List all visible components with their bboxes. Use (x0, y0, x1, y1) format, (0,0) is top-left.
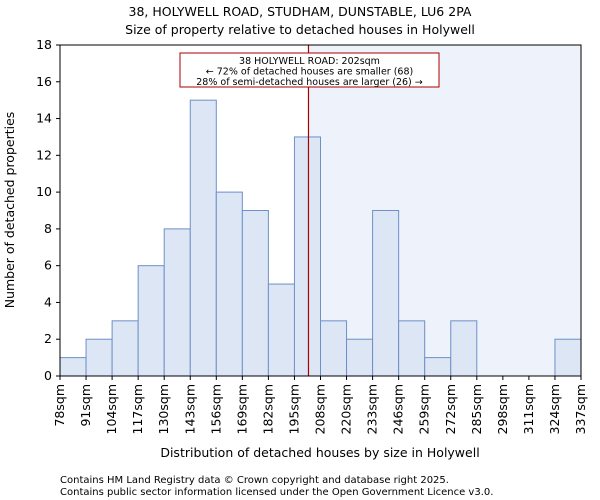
chart-subtitle: Size of property relative to detached ho… (125, 22, 475, 37)
x-tick-label: 246sqm (391, 384, 406, 434)
x-tick-label: 220sqm (339, 384, 354, 434)
histogram-bar (554, 338, 582, 377)
x-tick-label: 104sqm (104, 384, 119, 434)
histogram-bar (398, 320, 426, 377)
histogram-bar (189, 99, 217, 377)
x-tick-label: 91sqm (78, 384, 93, 427)
x-tick-label: 143sqm (182, 384, 197, 434)
histogram-bar (111, 320, 139, 377)
y-axis-label: Number of detached properties (2, 112, 17, 309)
histogram-bar (424, 357, 452, 377)
histogram-bar (320, 320, 348, 377)
y-tick-label: 8 (44, 221, 52, 236)
x-tick-label: 156sqm (208, 384, 223, 434)
x-tick-label: 233sqm (365, 384, 380, 434)
x-tick-label: 285sqm (469, 384, 484, 434)
x-tick-label: 311sqm (521, 384, 536, 434)
annotation-line: ← 72% of detached houses are smaller (68… (206, 67, 413, 78)
plot-area: 0 2 4 6 8 10 12 14 16 18 78sqm 91sqm 104sqm 117sqm 130… (36, 37, 588, 434)
histogram-bar (59, 357, 87, 377)
x-tick-label: 117sqm (130, 384, 145, 434)
x-tick-label: 208sqm (313, 384, 328, 434)
histogram-bar (163, 228, 191, 377)
chart-title: 38, HOLYWELL ROAD, STUDHAM, DUNSTABLE, L… (129, 4, 472, 19)
x-tick-label: 169sqm (234, 384, 249, 434)
y-tick-label: 6 (44, 258, 52, 273)
y-tick-label: 10 (36, 184, 52, 199)
y-tick-label: 12 (36, 147, 52, 162)
histogram-bar (215, 191, 243, 377)
footer-line-1: Contains HM Land Registry data © Crown c… (60, 475, 449, 486)
x-tick-label: 195sqm (286, 384, 301, 434)
y-tick-label: 14 (36, 111, 52, 126)
x-tick-label: 337sqm (573, 384, 588, 434)
annotation-line: 38 HOLYWELL ROAD: 202sqm (239, 56, 380, 67)
x-tick-label: 182sqm (260, 384, 275, 434)
histogram-bar (450, 320, 478, 377)
y-tick-label: 4 (44, 294, 52, 309)
histogram-bar (372, 210, 400, 377)
histogram-bar (267, 283, 295, 377)
x-tick-label: 272sqm (443, 384, 458, 434)
annotation-box (179, 52, 440, 88)
histogram-bar (293, 136, 322, 377)
y-tick-label: 18 (36, 37, 52, 52)
x-tick-label: 130sqm (156, 384, 171, 434)
histogram-bar (85, 338, 113, 377)
larger-region-shade (308, 45, 581, 376)
histogram-bar (137, 265, 165, 377)
histogram-bar (346, 338, 374, 377)
y-tick-label: 16 (36, 74, 52, 89)
histogram-bar (241, 210, 269, 377)
x-tick-label: 78sqm (52, 384, 67, 427)
y-tick-label: 2 (44, 331, 52, 346)
y-tick-label: 0 (44, 368, 52, 383)
x-tick-label: 259sqm (417, 384, 432, 434)
footer-line-2: Contains public sector information licen… (60, 487, 493, 498)
x-tick-label: 324sqm (547, 384, 562, 434)
x-axis-label: Distribution of detached houses by size … (160, 445, 479, 460)
annotation-line: 28% of semi-detached houses are larger (… (196, 77, 423, 88)
x-tick-label: 298sqm (495, 384, 510, 434)
